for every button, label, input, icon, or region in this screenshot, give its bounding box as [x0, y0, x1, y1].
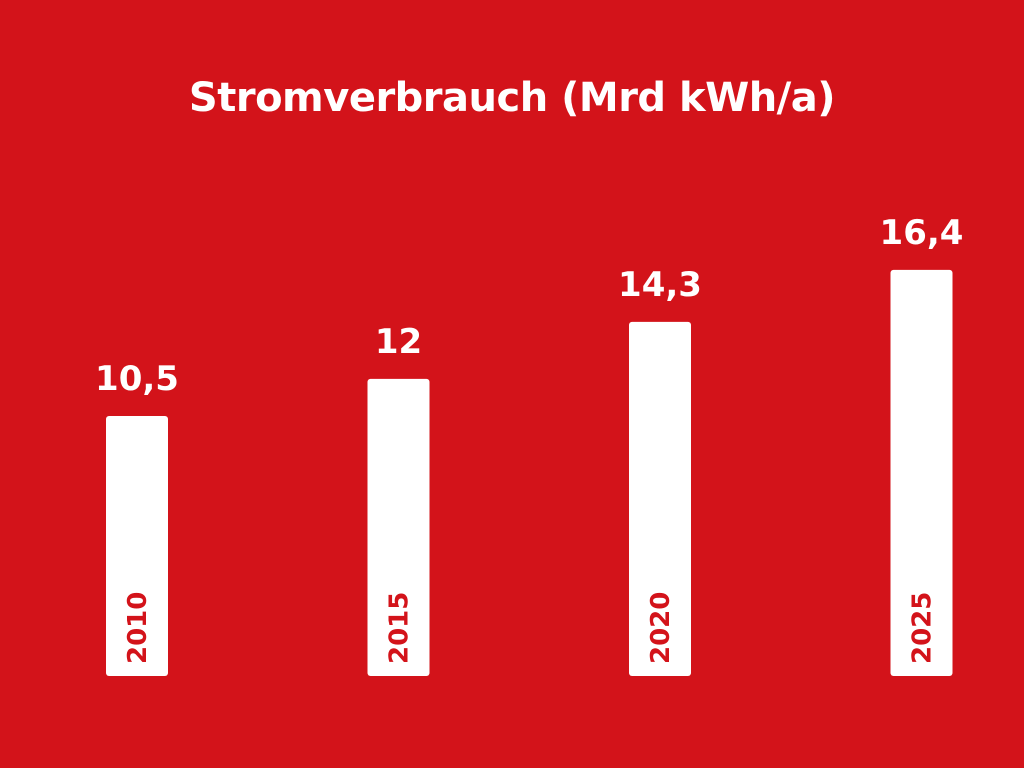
- category-label-2010: 2010: [123, 592, 153, 664]
- value-label-2010: 10,5: [95, 359, 179, 399]
- bar-2025: [890, 269, 953, 676]
- value-label-2020: 14,3: [618, 265, 702, 305]
- chart-title: Stromverbrauch (Mrd kWh/a): [188, 75, 836, 121]
- value-label-2025: 16,4: [880, 213, 964, 253]
- category-label-2025: 2025: [908, 592, 938, 664]
- bar-2015: [367, 378, 430, 676]
- bar-2010: [106, 416, 168, 676]
- category-label-2015: 2015: [385, 592, 415, 664]
- value-label-2015: 12: [375, 322, 422, 362]
- category-label-2020: 2020: [646, 592, 676, 664]
- bar-2020: [629, 321, 691, 676]
